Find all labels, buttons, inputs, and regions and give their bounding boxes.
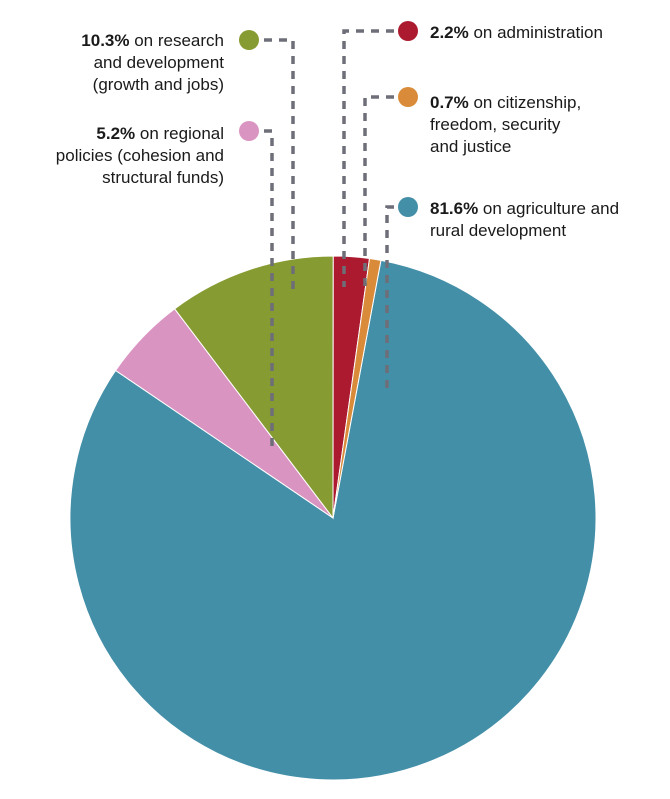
- slice-description-line: and justice: [430, 137, 511, 156]
- leader-lines: [264, 29, 394, 452]
- slice-label: 10.3% on research and development (growth …: [81, 31, 224, 94]
- callout-labels: 81.6% on agriculture and rural developmen…: [56, 21, 619, 240]
- legend-dot: [398, 21, 418, 41]
- leader-line: [264, 38, 295, 295]
- slice-description-line: freedom, security: [430, 115, 561, 134]
- slice-description-line: and development: [94, 53, 225, 72]
- slice-label: 0.7% on citizenship, freedom, security and…: [430, 93, 581, 156]
- slice-description-line: on regional: [135, 124, 224, 143]
- slice-description-line: on citizenship,: [469, 93, 581, 112]
- slice-description-line: rural development: [430, 221, 566, 240]
- slice-percent-label: 5.2%: [96, 124, 135, 143]
- slice-percent-label: 0.7%: [430, 93, 469, 112]
- slice-label: 5.2% on regional policies (cohesion and st…: [56, 124, 224, 187]
- slice-description-line: structural funds): [102, 168, 224, 187]
- legend-dot: [398, 87, 418, 107]
- leader-line: [342, 29, 394, 287]
- slice-description-line: on administration: [469, 23, 603, 42]
- slice-description-line: (growth and jobs): [93, 75, 224, 94]
- legend-dot: [398, 197, 418, 217]
- pie-slice: [69, 259, 597, 781]
- slice-percent-label: 81.6%: [430, 199, 478, 218]
- slice-description-line: policies (cohesion and: [56, 146, 224, 165]
- slice-description-line: on agriculture and: [478, 199, 619, 218]
- leader-line: [264, 129, 274, 452]
- leader-line: [363, 95, 394, 287]
- slice-percent-label: 10.3%: [81, 31, 129, 50]
- legend-dot: [239, 30, 259, 50]
- slice-percent-label: 2.2%: [430, 23, 469, 42]
- slice-label: 81.6% on agriculture and rural developmen…: [430, 199, 619, 240]
- legend-dot: [239, 121, 259, 141]
- pie-slice: [173, 255, 334, 520]
- leader-line: [385, 205, 394, 392]
- slice-description-line: on research: [130, 31, 225, 50]
- slice-label: 2.2% on administration: [430, 23, 603, 42]
- pie-slice: [332, 257, 382, 519]
- pie-slices: [69, 255, 597, 781]
